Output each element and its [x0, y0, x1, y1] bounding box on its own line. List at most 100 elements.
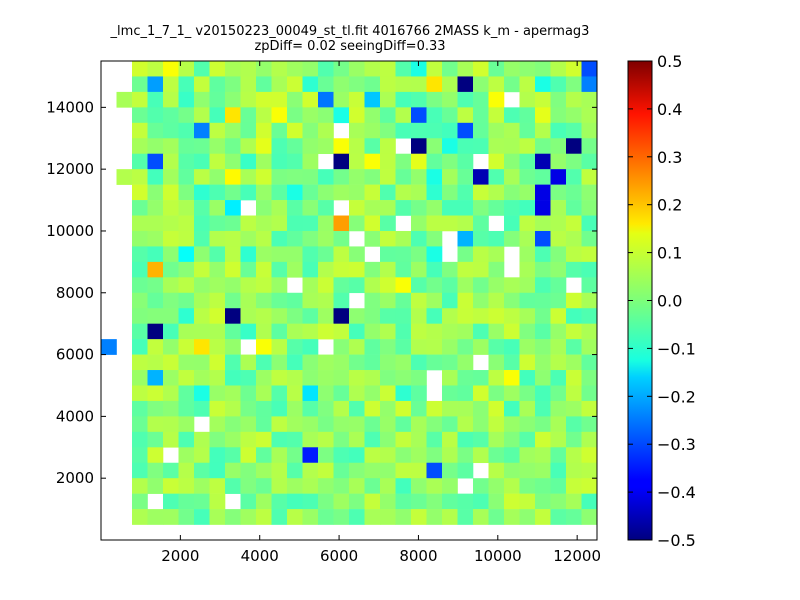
- heatmap-cell: [364, 370, 381, 386]
- heatmap-cell: [225, 385, 241, 402]
- heatmap-cell: [209, 76, 226, 93]
- heatmap-cell: [488, 308, 505, 324]
- heatmap-cell: [271, 416, 288, 433]
- heatmap-cell: [163, 91, 179, 108]
- heatmap-cell: [333, 61, 350, 77]
- heatmap-cell: [457, 138, 474, 155]
- heatmap-cell: [457, 385, 474, 402]
- heatmap-cell: [364, 308, 381, 324]
- heatmap-cell: [426, 292, 443, 309]
- heatmap-cell: [457, 169, 474, 185]
- heatmap-cell: [271, 261, 288, 278]
- heatmap-cell: [550, 385, 567, 402]
- heatmap-cell: [225, 354, 241, 371]
- heatmap-cell: [271, 200, 288, 216]
- heatmap-cell: [411, 91, 427, 108]
- heatmap-cells: [101, 61, 597, 525]
- heatmap-cell: [426, 153, 443, 170]
- heatmap-cell: [287, 184, 303, 201]
- heatmap-cell: [380, 230, 396, 247]
- colorbar-axis: 0.5 0.4 0.3 0.2 0.1 0.0 −0.1 −0.2 −0.3 −0.4 −0.5: [628, 52, 696, 550]
- heatmap-cell: [364, 230, 381, 247]
- heatmap-cell: [488, 339, 505, 355]
- heatmap-cell: [581, 76, 597, 93]
- heatmap-cell: [488, 462, 505, 479]
- heatmap-cell: [473, 246, 489, 263]
- heatmap-cell: [411, 277, 427, 294]
- heatmap-cell: [535, 292, 551, 309]
- heatmap-cell: [147, 354, 164, 371]
- heatmap-cell: [457, 400, 474, 417]
- heatmap-cell: [240, 138, 257, 155]
- heatmap-cell: [225, 246, 241, 263]
- heatmap-cell: [411, 215, 427, 232]
- heatmap-cell: [178, 61, 195, 77]
- heatmap-cell: [209, 277, 226, 294]
- heatmap-cell: [194, 169, 210, 185]
- heatmap-cell: [225, 447, 241, 464]
- heatmap-cell: [302, 122, 319, 139]
- heatmap-cell: [209, 122, 226, 139]
- heatmap-cell: [395, 153, 412, 170]
- y-tick-label: 6000: [56, 346, 94, 364]
- heatmap-cell: [349, 416, 365, 433]
- heatmap-cell: [256, 493, 272, 510]
- heatmap-cell: [132, 292, 148, 309]
- heatmap-cell: [535, 339, 551, 355]
- heatmap-cell: [178, 416, 195, 433]
- heatmap-cell: [194, 277, 210, 294]
- heatmap-cell: [178, 215, 195, 232]
- heatmap-cell: [364, 200, 381, 216]
- heatmap-cell: [194, 385, 210, 402]
- heatmap-cell: [395, 169, 412, 185]
- heatmap-cell: [426, 184, 443, 201]
- heatmap-cell: [256, 400, 272, 417]
- heatmap-cell: [364, 339, 381, 355]
- heatmap-cell: [581, 200, 597, 216]
- heatmap-cell: [535, 493, 551, 510]
- heatmap-cell: [426, 122, 443, 139]
- heatmap-cell: [364, 138, 381, 155]
- heatmap-cell: [349, 385, 365, 402]
- heatmap-cell: [442, 91, 458, 108]
- heatmap-cell: [302, 509, 319, 525]
- heatmap-cell: [457, 431, 474, 448]
- heatmap-cell: [504, 200, 520, 216]
- heatmap-cell: [519, 509, 536, 525]
- heatmap-cell: [473, 339, 489, 355]
- heatmap-cell: [566, 91, 582, 108]
- heatmap-cell: [535, 370, 551, 386]
- heatmap-cell: [349, 91, 365, 108]
- heatmap-cell: [302, 230, 319, 247]
- heatmap-cell: [566, 215, 582, 232]
- heatmap-cell: [473, 509, 489, 525]
- heatmap-cell: [147, 323, 164, 340]
- heatmap-cell: [178, 246, 195, 263]
- heatmap-cell: [395, 292, 412, 309]
- heatmap-cell: [132, 400, 148, 417]
- heatmap-cell: [581, 354, 597, 371]
- heatmap-cell: [194, 400, 210, 417]
- heatmap-cell: [380, 107, 396, 124]
- heatmap-cell: [225, 478, 241, 494]
- heatmap-cell: [504, 339, 520, 355]
- heatmap-cell: [302, 169, 319, 185]
- heatmap-cell: [178, 493, 195, 510]
- heatmap-cell: [318, 431, 334, 448]
- heatmap-cell: [178, 200, 195, 216]
- heatmap-cell: [333, 385, 350, 402]
- heatmap-cell: [194, 261, 210, 278]
- x-tick-label: 8000: [399, 547, 437, 565]
- heatmap-cell: [380, 200, 396, 216]
- heatmap-cell: [473, 292, 489, 309]
- heatmap-cell: [411, 509, 427, 525]
- heatmap-cell: [287, 354, 303, 371]
- heatmap-cell: [178, 339, 195, 355]
- heatmap-cell: [442, 339, 458, 355]
- heatmap-cell: [550, 339, 567, 355]
- heatmap-cell: [333, 246, 350, 263]
- heatmap-cell: [364, 153, 381, 170]
- heatmap-cell: [566, 184, 582, 201]
- heatmap-cell: [566, 323, 582, 340]
- heatmap-cell: [488, 122, 505, 139]
